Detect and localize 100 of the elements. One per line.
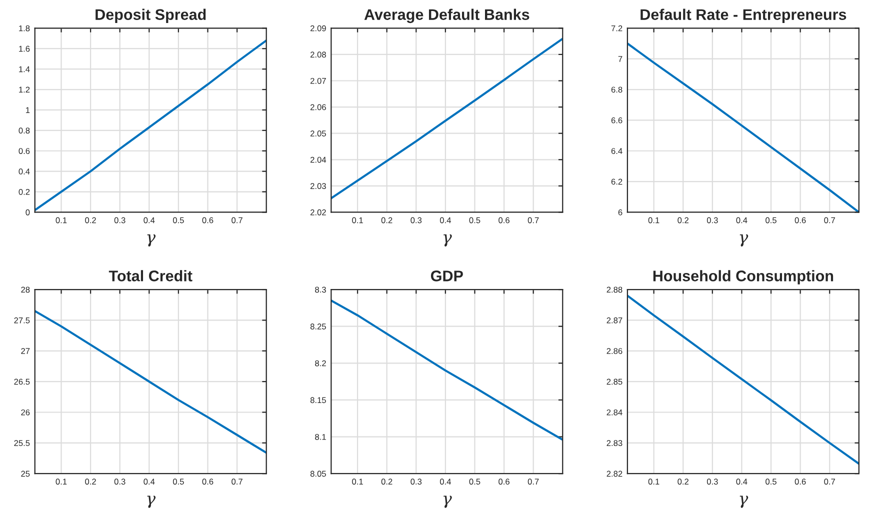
x-tick-label: 0.7: [824, 478, 835, 485]
x-tick-label: 0.2: [381, 217, 392, 224]
x-tick-label: 0.3: [706, 478, 718, 485]
x-axis-title: γ: [147, 234, 156, 247]
y-tick-label: 2.02: [310, 209, 326, 216]
y-tick-label: 7.2: [611, 25, 622, 32]
x-tick-label: 0.1: [648, 217, 660, 224]
x-tick-label: 0.6: [794, 217, 806, 224]
x-tick-label: 0.1: [352, 478, 363, 485]
x-tick-label: 0.4: [736, 478, 748, 485]
x-tick-label: 0.3: [410, 478, 422, 485]
x-tick-label: 0.7: [824, 217, 835, 224]
y-tick-label: 2.87: [606, 317, 622, 324]
x-tick-label: 0.5: [172, 217, 184, 224]
y-tick-label: 2.82: [606, 470, 622, 477]
y-tick-label: 8.3: [315, 286, 326, 293]
x-tick-label: 0.7: [528, 217, 539, 224]
y-tick-label: 0.8: [18, 128, 30, 134]
x-tick-label: 0.7: [232, 217, 242, 224]
x-tick-label: 0.5: [469, 478, 480, 485]
x-tick-label: 0.5: [172, 478, 184, 485]
line-series: [331, 300, 563, 441]
y-tick-label: 6.6: [611, 117, 622, 124]
x-tick-label: 0.1: [648, 478, 660, 485]
chart-title: GDP: [430, 270, 463, 282]
y-tick-label: 2.84: [606, 409, 622, 416]
x-tick-label: 0.2: [381, 478, 392, 485]
x-tick-label: 0.4: [736, 217, 748, 224]
x-tick-label: 0.6: [794, 478, 806, 485]
chart-title: Average Default Banks: [364, 8, 530, 24]
y-tick-label: 2.83: [606, 440, 622, 446]
y-tick-label: 6.2: [611, 178, 622, 185]
y-tick-label: 2.86: [606, 348, 622, 354]
y-tick-label: 2.85: [606, 378, 622, 385]
y-tick-label: 8.1: [315, 434, 326, 440]
y-tick-label: 1: [26, 107, 30, 113]
line-series: [331, 38, 563, 200]
y-tick-label: 0: [26, 209, 30, 216]
x-tick-label: 0.7: [232, 478, 242, 485]
x-tick-label: 0.7: [528, 478, 539, 485]
y-tick-label: 0.2: [18, 188, 30, 195]
x-tick-label: 0.5: [766, 217, 776, 224]
x-tick-label: 0.6: [202, 478, 214, 485]
x-tick-label: 0.6: [202, 217, 214, 224]
y-tick-label: 26.5: [14, 378, 30, 385]
y-tick-label: 0.6: [18, 148, 30, 154]
y-tick-label: 6.4: [611, 148, 622, 154]
y-tick-label: 2.03: [310, 183, 326, 190]
x-tick-label: 0.5: [469, 217, 480, 224]
y-tick-label: 2.09: [310, 25, 326, 32]
x-tick-label: 0.1: [56, 217, 67, 224]
x-tick-label: 0.6: [498, 217, 510, 224]
y-tick-label: 2.88: [606, 286, 622, 293]
y-tick-label: 27.5: [14, 317, 30, 324]
y-tick-label: 28: [21, 286, 30, 293]
y-tick-label: 8.15: [310, 397, 326, 404]
x-axis-title: γ: [444, 496, 452, 508]
x-axis-title: γ: [147, 496, 156, 508]
y-tick-label: 26: [21, 409, 30, 416]
y-tick-label: 2.06: [310, 104, 326, 110]
y-tick-label: 1.8: [19, 25, 30, 32]
x-tick-label: 0.2: [85, 217, 96, 224]
y-tick-label: 1.4: [19, 66, 30, 72]
y-tick-label: 1.6: [19, 46, 30, 52]
chart-title: Total Credit: [108, 270, 192, 282]
x-tick-label: 0.3: [410, 217, 422, 224]
x-tick-label: 0.2: [678, 217, 688, 224]
x-axis-title: γ: [740, 234, 748, 247]
y-tick-label: 27: [21, 348, 30, 354]
x-tick-label: 0.1: [352, 217, 363, 224]
x-tick-label: 0.4: [440, 217, 451, 224]
x-tick-label: 0.5: [766, 478, 776, 485]
x-tick-label: 0.3: [114, 217, 126, 224]
y-tick-label: 25.5: [14, 440, 30, 446]
y-tick-label: 6.8: [611, 86, 622, 93]
x-tick-label: 0.3: [114, 478, 126, 485]
y-tick-label: 2.07: [310, 78, 326, 84]
x-tick-label: 0.2: [678, 478, 688, 485]
x-axis-title: γ: [740, 496, 748, 508]
x-tick-label: 0.4: [144, 217, 155, 224]
x-tick-label: 0.4: [440, 478, 451, 485]
y-tick-label: 0.4: [18, 168, 30, 174]
x-tick-label: 0.1: [56, 478, 67, 485]
y-tick-label: 2.04: [310, 156, 326, 163]
x-tick-label: 0.6: [498, 478, 510, 485]
chart-title: Default Rate - Entrepreneurs: [640, 8, 846, 23]
chart-title: Deposit Spread: [96, 8, 206, 23]
x-axis-title: γ: [444, 234, 452, 247]
x-tick-label: 0.2: [85, 478, 96, 485]
y-tick-label: 2.05: [310, 130, 326, 136]
y-tick-label: 2.08: [310, 52, 326, 58]
y-tick-label: 8.25: [310, 324, 326, 330]
y-tick-label: 1.2: [19, 86, 30, 93]
x-tick-label: 0.3: [706, 217, 718, 224]
x-tick-label: 0.4: [144, 478, 155, 485]
y-tick-label: 8.2: [315, 360, 326, 366]
y-tick-label: 6: [618, 209, 622, 216]
y-tick-label: 7: [618, 56, 622, 62]
y-tick-label: 25: [21, 470, 30, 477]
chart-title: Household Consumption: [653, 270, 834, 284]
